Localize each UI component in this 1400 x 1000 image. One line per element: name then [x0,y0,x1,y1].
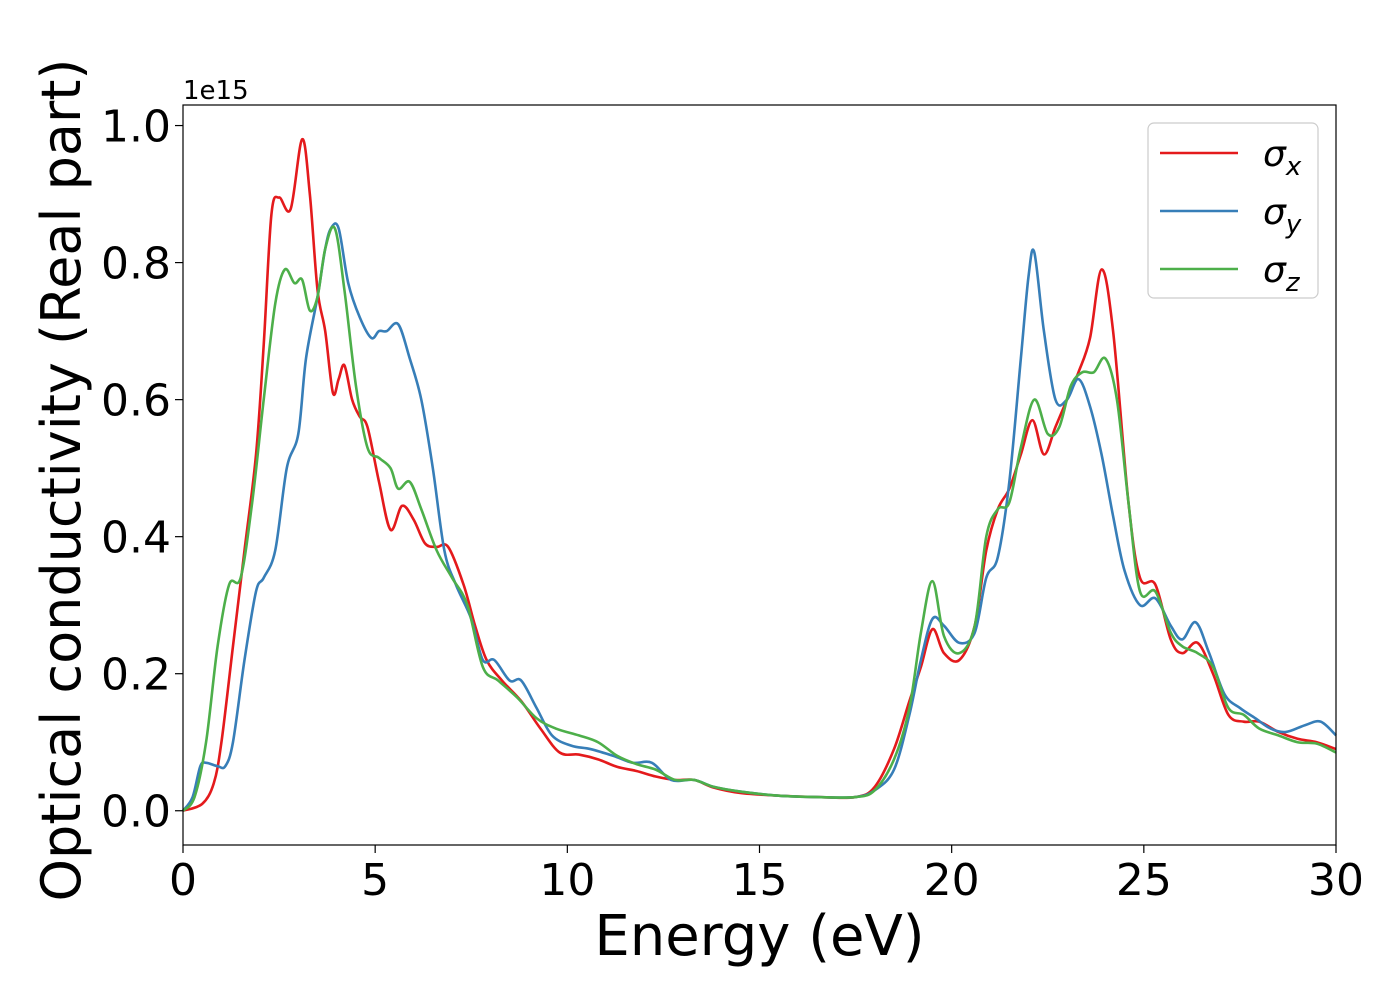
x-tick-label: 25 [1116,855,1172,906]
legend-label-z: σz [1263,250,1301,298]
legend-label-y: σy [1263,192,1302,240]
y-tick-label: 0.4 [101,513,171,564]
x-tick-label: 15 [732,855,788,906]
series-line-z [182,225,1337,812]
legend: σx σy σz [1147,122,1319,299]
y-axis-ticks: 0.0 0.2 0.4 0.6 0.8 1.0 [101,102,183,838]
y-tick-label: 0.2 [101,650,171,701]
y-tick-label: 0.0 [101,787,171,838]
x-axis-ticks: 0 5 10 15 20 25 30 [169,845,1364,906]
y-tick-label: 0.6 [101,376,171,427]
x-tick-label: 5 [361,855,389,906]
x-tick-label: 10 [539,855,595,906]
x-tick-label: 0 [169,855,197,906]
series-line-y [181,222,1337,812]
y-axis-label: Optical conductivity (Real part) [30,59,93,902]
x-tick-label: 30 [1308,855,1364,906]
y-offset-label: 1e15 [183,76,249,106]
plot-lines [181,137,1337,812]
legend-label-x: σx [1263,134,1302,182]
y-tick-label: 0.8 [101,239,171,290]
x-axis-label: Energy (eV) [594,904,924,969]
y-tick-label: 1.0 [101,102,171,153]
x-tick-label: 20 [924,855,980,906]
